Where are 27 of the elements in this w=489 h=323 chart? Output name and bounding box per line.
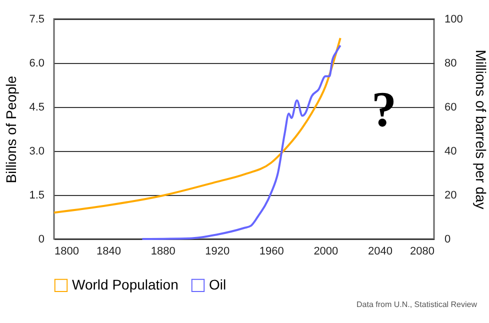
x-tick-label: 1920 [205,246,230,258]
x-tick-label: 1960 [259,246,284,258]
line-series [141,44,342,240]
y2-tick-label: 60 [444,102,457,114]
y2-tick-label: 80 [444,58,457,70]
y-tick-label: 0 [38,234,44,246]
legend-label: Oil [209,276,226,292]
line-series [53,37,342,214]
y-tick-label: 7.5 [29,14,44,26]
y-tick-label: 1.5 [29,190,44,202]
y-tick-label: 6.0 [29,58,44,70]
y2-tick-label: 40 [444,146,457,158]
text: Data from U.N., Statistical Review [356,300,477,309]
x-tick-label: 2000 [314,246,338,258]
x-tick-label: 1840 [96,246,122,258]
x-tick-label: 2080 [410,246,434,258]
y2-tick-label: 0 [444,234,451,246]
x-tick-label: 2040 [368,246,392,258]
y-tick-label: 3.0 [29,146,44,158]
legend-label: World Population [72,276,178,292]
x-tick-label: 1800 [54,246,79,258]
y2-tick-label: 20 [444,190,457,202]
x-tick-label: 1880 [150,246,176,258]
y2-tick-label: 100 [444,14,463,26]
y2-axis-title: Millions of barrels per day [472,50,489,210]
y-axis-title: Billions of People [3,76,20,184]
y-tick-label: 4.5 [29,102,44,114]
